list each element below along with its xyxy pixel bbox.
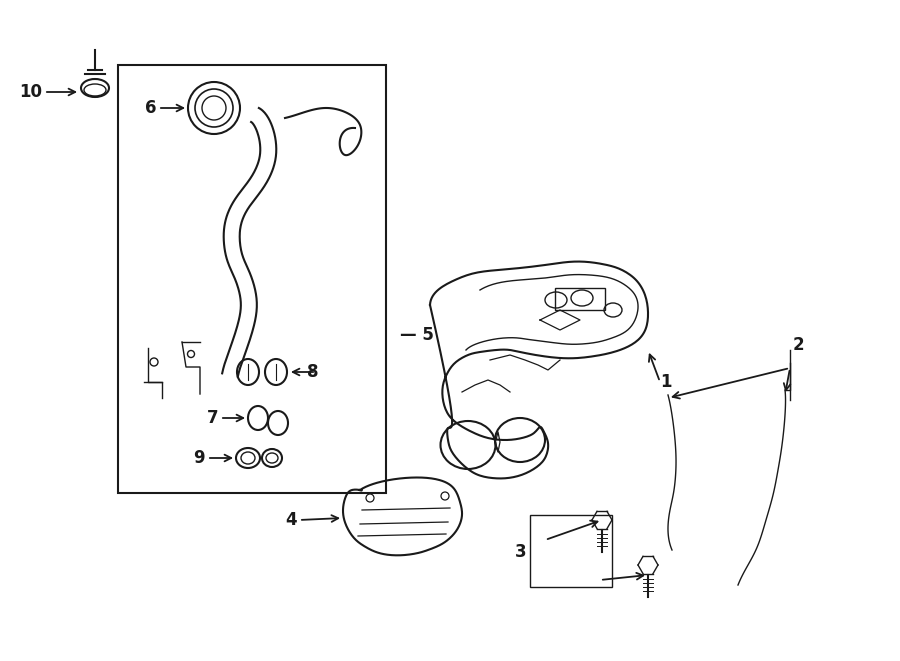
Bar (555, 288, 605, 310)
Text: — 5: — 5 (400, 326, 434, 344)
Text: 7: 7 (206, 409, 218, 427)
Text: 1: 1 (660, 373, 671, 391)
Text: 10: 10 (19, 83, 42, 101)
Bar (118, 65, 386, 493)
Text: 2: 2 (793, 336, 805, 354)
Text: 4: 4 (285, 511, 297, 529)
Text: 6: 6 (145, 99, 156, 117)
Text: 3: 3 (515, 543, 526, 561)
Text: 9: 9 (194, 449, 205, 467)
Text: 8: 8 (307, 363, 318, 381)
Bar (530, 515, 612, 587)
